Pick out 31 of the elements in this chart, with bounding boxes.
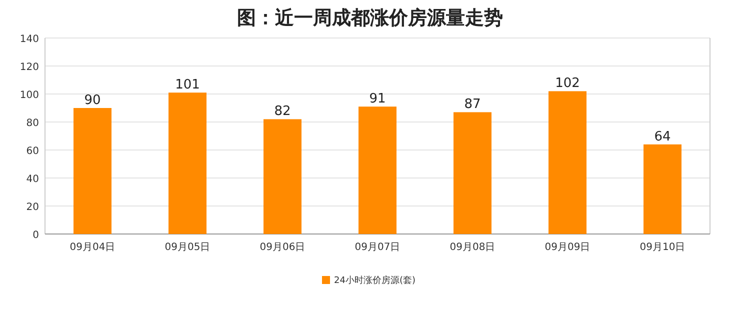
y-tick-label: 120 — [20, 62, 39, 73]
x-tick-label: 09月08日 — [450, 242, 496, 253]
data-label: 87 — [464, 97, 481, 112]
bar — [168, 92, 206, 234]
chart-title: 图：近一周成都涨价房源量走势 — [237, 7, 503, 29]
y-tick-label: 20 — [26, 202, 39, 213]
y-tick-label: 100 — [20, 90, 39, 101]
bar — [264, 119, 302, 234]
bar — [454, 112, 492, 234]
data-label: 102 — [555, 76, 580, 92]
x-tick-label: 09月05日 — [164, 242, 210, 253]
data-label: 90 — [84, 93, 101, 108]
bar — [358, 106, 396, 234]
bar — [644, 144, 682, 234]
data-label: 101 — [175, 78, 200, 93]
x-tick-label: 09月06日 — [260, 242, 306, 253]
y-tick-label: 40 — [26, 174, 39, 185]
bar — [74, 108, 112, 234]
y-tick-label: 140 — [20, 34, 39, 45]
y-tick-label: 0 — [32, 230, 39, 241]
x-tick-label: 09月04日 — [70, 242, 116, 253]
x-tick-label: 09月10日 — [640, 242, 686, 253]
legend-label: 24小时涨价房源(套) — [334, 275, 416, 286]
data-label: 91 — [369, 92, 386, 107]
data-label: 82 — [274, 104, 291, 120]
data-label: 64 — [654, 129, 671, 144]
y-tick-label: 80 — [26, 118, 39, 129]
y-tick-label: 60 — [26, 146, 39, 157]
x-tick-label: 09月07日 — [354, 242, 400, 253]
x-tick-label: 09月09日 — [544, 242, 590, 253]
bar — [548, 91, 586, 234]
